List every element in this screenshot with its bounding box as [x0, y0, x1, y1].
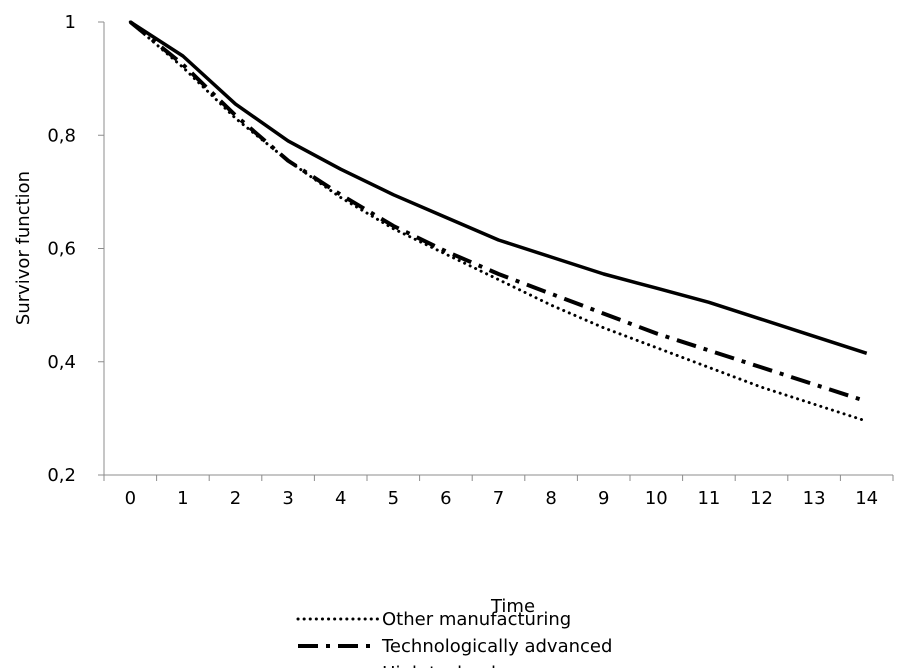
- y-tick-label: 0,2: [47, 465, 76, 486]
- series-line-other-manufacturing: [128, 20, 869, 423]
- legend: Other manufacturing Technologically advan…: [296, 609, 612, 668]
- series-line-technologically-advanced: [129, 20, 868, 404]
- x-tick-label: 9: [598, 488, 609, 509]
- x-tick-label: 3: [282, 488, 293, 509]
- x-tick-label: 1: [177, 488, 188, 509]
- x-tick-label: 5: [388, 488, 399, 509]
- y-tick-label: 0,4: [47, 352, 76, 373]
- axes: 0,20,40,60,81 0 1 2 3 4 5 6 7 8 9 10 11 12 13 14: [47, 12, 894, 509]
- series-layer: [128, 20, 869, 423]
- x-tick-label: 2: [230, 488, 241, 509]
- x-tick-label: 7: [493, 488, 504, 509]
- y-tick-label: 0,6: [47, 239, 76, 260]
- x-tick-label: 0: [125, 488, 136, 509]
- x-tick-label: 8: [545, 488, 556, 509]
- series-line-high-technology: [129, 20, 868, 355]
- x-tick-label: 13: [803, 488, 826, 509]
- x-tick-label: 12: [750, 488, 773, 509]
- x-axis-ticks: 0 1 2 3 4 5 6 7 8 9 10 11 12 13 14: [103, 475, 894, 509]
- x-tick-label: 4: [335, 488, 346, 509]
- y-tick-label: 0,8: [47, 125, 76, 146]
- legend-label: Technologically advanced: [381, 636, 612, 657]
- x-tick-label: 10: [645, 488, 668, 509]
- y-axis-ticks: 0,2 0,4 0,6 0,8 1: [47, 12, 104, 486]
- x-tick-label: 14: [855, 488, 878, 509]
- x-tick-label: 6: [440, 488, 451, 509]
- y-axis-title: Survivor function: [13, 171, 34, 325]
- y-tick-label: 1: [65, 12, 76, 33]
- legend-label: High technology: [382, 663, 529, 668]
- x-tick-label: 11: [697, 488, 720, 509]
- legend-label: Other manufacturing: [382, 609, 571, 630]
- x-axis-title: Time: [490, 596, 535, 617]
